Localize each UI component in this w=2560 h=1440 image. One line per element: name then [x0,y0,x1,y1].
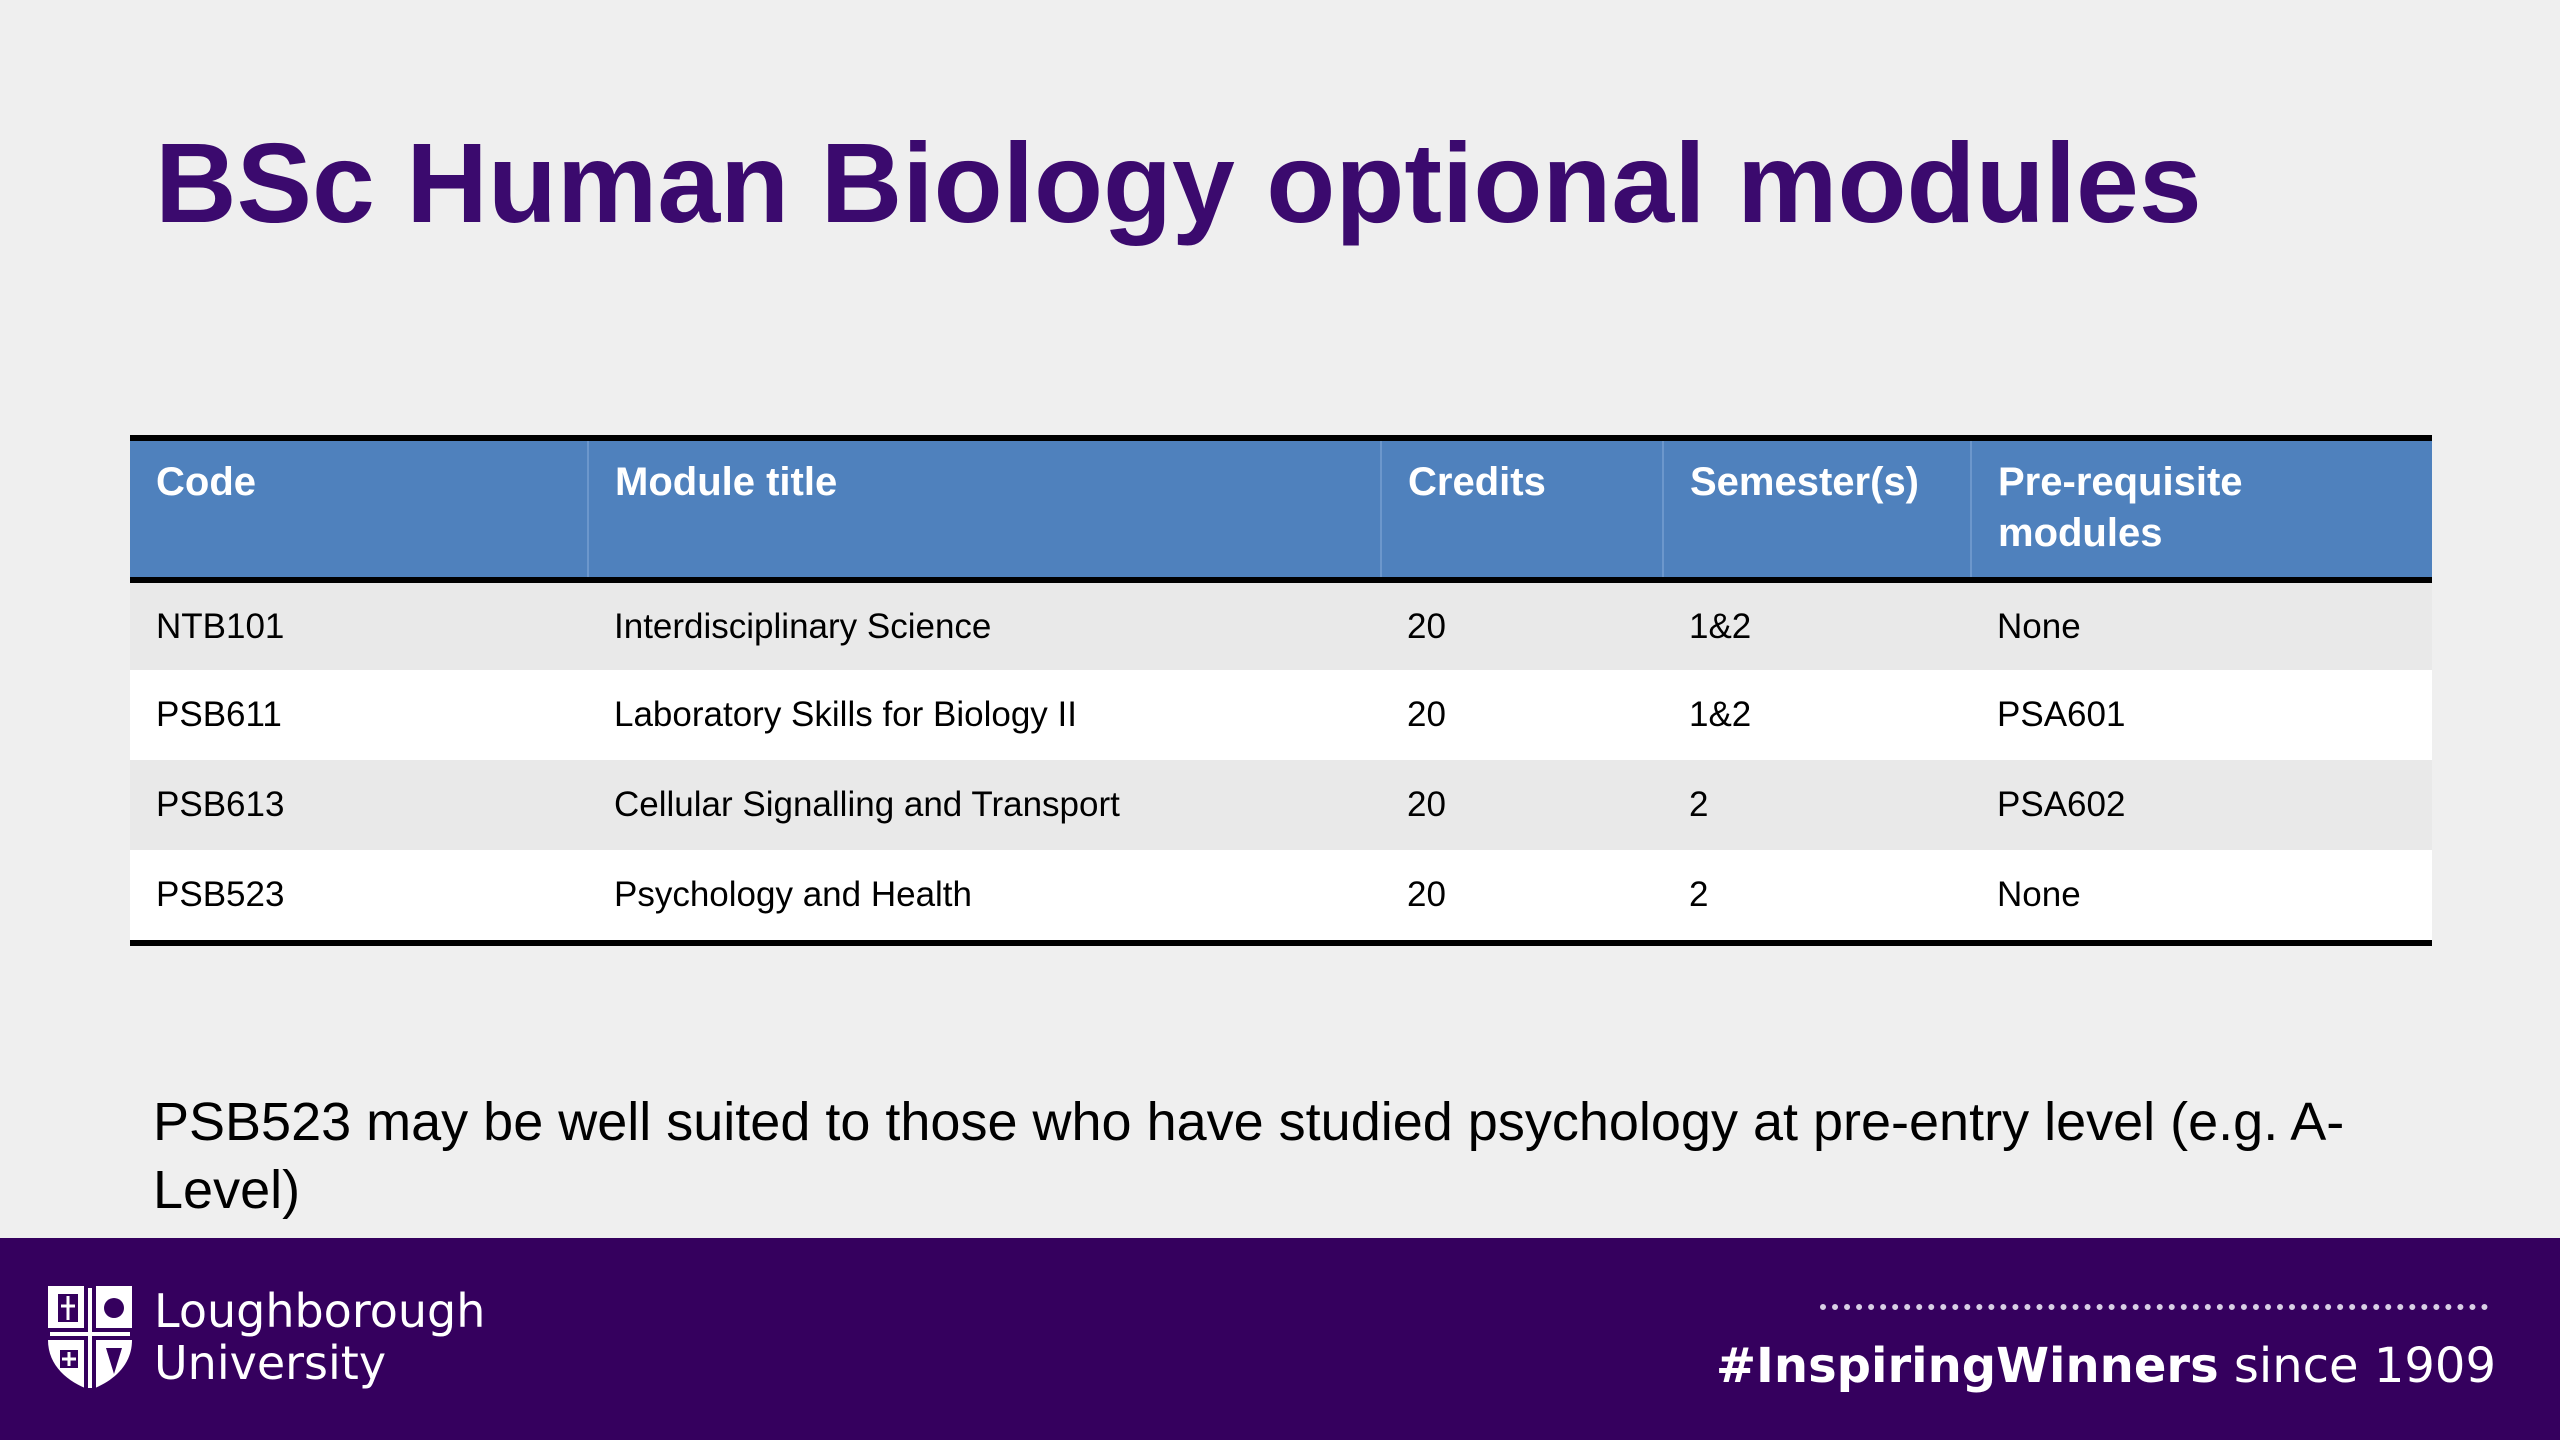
cell-code: PSB523 [156,875,285,914]
cell-prerequisites: None [1997,606,2081,646]
cell-module-title: Laboratory Skills for Biology II [614,695,1077,734]
cell-semesters: 2 [1689,785,1709,824]
cell-semesters: 2 [1689,875,1709,914]
tagline-hashtag: #InspiringWinners [1715,1338,2219,1394]
cell-semesters: 1&2 [1689,695,1752,734]
cell-credits: 20 [1407,606,1446,646]
table-row: PSB611 Laboratory Skills for Biology II … [130,670,2432,760]
slide-title: BSc Human Biology optional modules [155,120,2202,246]
cell-module-title: Cellular Signalling and Transport [614,785,1120,824]
footer-bar: Loughborough University #InspiringWinner… [0,1238,2560,1440]
table-row: PSB523 Psychology and Health 20 2 None [130,850,2432,940]
cell-credits: 20 [1407,785,1446,824]
dotted-divider [1820,1304,2488,1310]
cell-semesters: 1&2 [1689,606,1752,646]
header-module-title: Module title [587,441,1381,580]
table-row: NTB101 Interdisciplinary Science 20 1&2 … [130,580,2432,670]
table-body: NTB101 Interdisciplinary Science 20 1&2 … [130,580,2432,940]
tagline: #InspiringWinners since 1909 [1716,1338,2496,1394]
cell-module-title: Interdisciplinary Science [614,606,992,646]
cell-credits: 20 [1407,875,1446,914]
cell-code: PSB613 [156,785,285,824]
university-crest-icon [48,1286,132,1390]
table-header: Code Module title Credits Semester(s) Pr… [130,441,2432,580]
tagline-since: since 1909 [2218,1338,2496,1394]
cell-prerequisites: PSA601 [1997,695,2126,734]
header-prerequisites: Pre-requisite modules [1970,441,2432,580]
cell-module-title: Psychology and Health [614,875,972,914]
university-logo: Loughborough University [44,1282,485,1392]
logo-line2: University [154,1336,387,1390]
table-row: PSB613 Cellular Signalling and Transport… [130,760,2432,850]
cell-prerequisites: PSA602 [1997,785,2126,824]
modules-table-container: Code Module title Credits Semester(s) Pr… [130,435,2432,946]
header-code: Code [156,460,256,504]
logo-line1: Loughborough [154,1284,486,1338]
table-header-row: Code Module title Credits Semester(s) Pr… [130,441,2432,580]
footnote-text: PSB523 may be well suited to those who h… [153,1092,2345,1220]
cell-prerequisites: None [1997,875,2081,914]
cell-code: PSB611 [156,695,282,734]
header-semesters: Semester(s) [1662,441,1971,580]
header-credits: Credits [1380,441,1663,580]
modules-table: Code Module title Credits Semester(s) Pr… [130,441,2432,940]
cell-code: NTB101 [156,606,285,646]
cell-credits: 20 [1407,695,1446,734]
